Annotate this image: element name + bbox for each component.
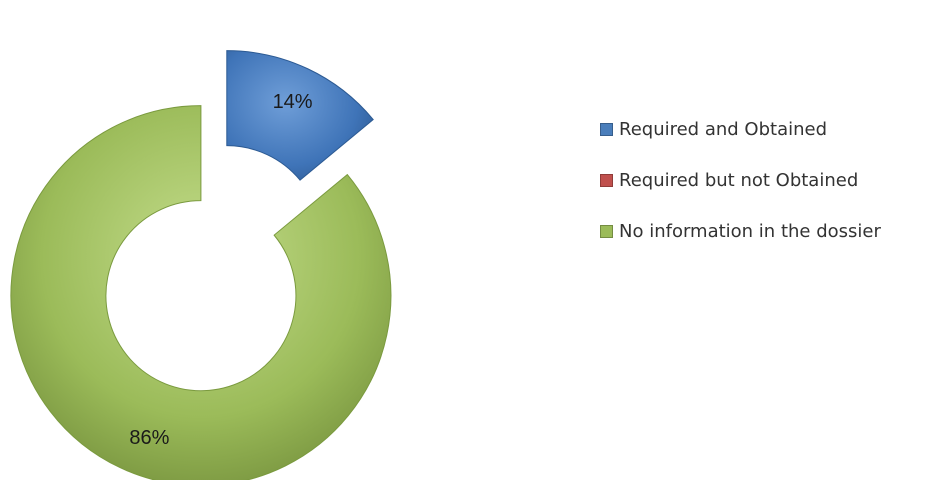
slice-no-information: [10, 105, 392, 480]
slice-label-no-information: 86%: [129, 427, 169, 449]
chart-legend: Required and Obtained Required but not O…: [600, 118, 950, 271]
legend-item-required-and-obtained: Required and Obtained: [600, 118, 950, 141]
slice-label-required-and-obtained: 14%: [273, 91, 313, 113]
donut-slice-labels: 14% 86%: [129, 91, 312, 449]
slice-required-and-obtained: [226, 50, 374, 181]
legend-label-no-information: No information in the dossier: [619, 221, 881, 242]
donut-slices: [10, 50, 392, 480]
legend-swatch-required-but-not-obtained: [600, 174, 613, 187]
legend-item-no-information: No information in the dossier: [600, 220, 950, 243]
legend-item-required-but-not-obtained: Required but not Obtained: [600, 169, 950, 192]
legend-label-required-and-obtained: Required and Obtained: [619, 119, 828, 140]
legend-swatch-no-information: [600, 225, 613, 238]
legend-label-required-but-not-obtained: Required but not Obtained: [619, 170, 859, 191]
legend-swatch-required-and-obtained: [600, 123, 613, 136]
